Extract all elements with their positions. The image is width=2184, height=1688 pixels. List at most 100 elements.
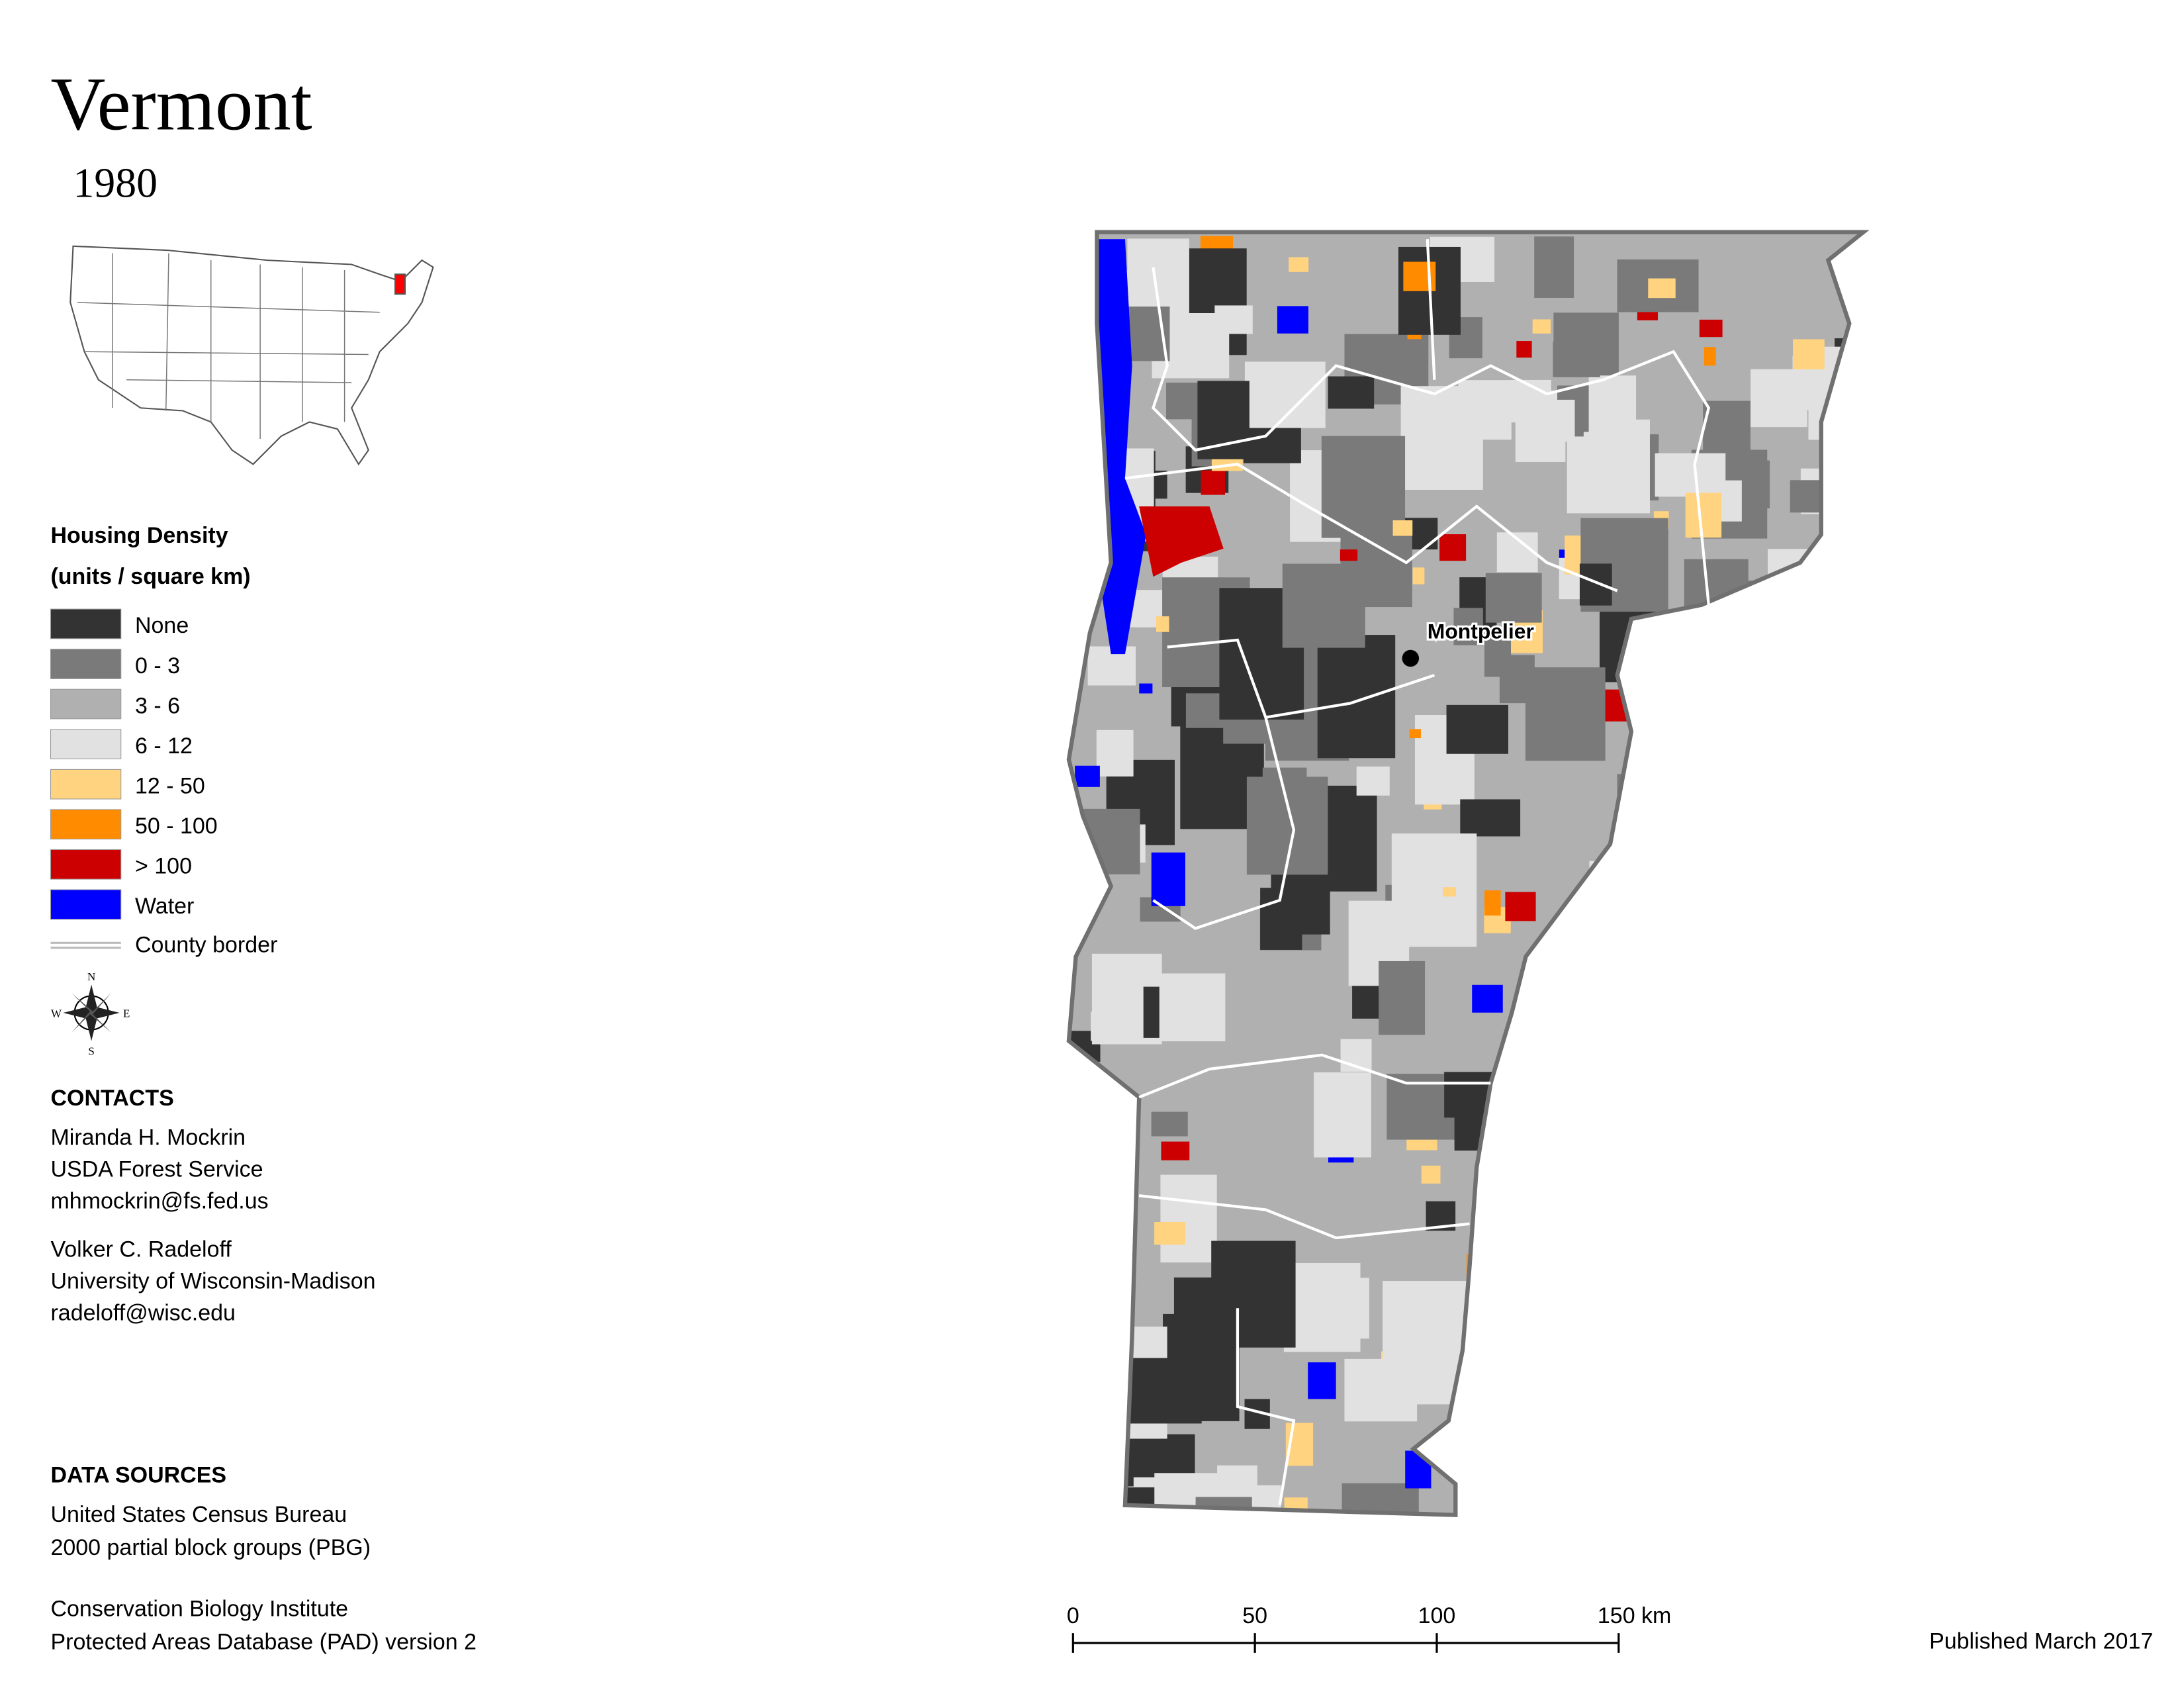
land-patch [1458, 380, 1512, 440]
contact-line: mhmockrin@fs.fed.us [50, 1188, 268, 1213]
land-patch [1289, 257, 1309, 272]
footer: Published March 2017 [1929, 1628, 2153, 1654]
scale-label: 0 [1067, 1603, 1079, 1628]
land-patch [1096, 729, 1134, 777]
land-patch [1485, 573, 1542, 623]
land-patch [1412, 567, 1425, 585]
contact-line: USDA Forest Service [50, 1157, 263, 1182]
scale-label: 150 km [1598, 1603, 1671, 1628]
legend-label: 50 - 100 [135, 814, 218, 839]
source-line: 2000 partial block groups (PBG) [50, 1535, 371, 1560]
source-line: Conservation Biology Institute [50, 1597, 348, 1622]
land-patch [1703, 400, 1751, 451]
land-patch [1588, 375, 1637, 438]
land-patch [1421, 1165, 1441, 1184]
land-patch [1342, 1483, 1419, 1515]
land-patch [1472, 984, 1503, 1013]
land-patch [1151, 1111, 1188, 1137]
urban [1139, 506, 1224, 577]
land-patch [1525, 667, 1606, 761]
legend-label: Water [135, 894, 194, 919]
city-marker [1402, 649, 1420, 667]
land-patch [1277, 306, 1308, 334]
land-patch [1211, 1241, 1296, 1348]
city-label: Montpelier [1428, 620, 1534, 643]
contact-line: University of Wisconsin-Madison [50, 1268, 375, 1293]
land-patch [1161, 1141, 1190, 1160]
legend-swatch [50, 849, 122, 880]
legend-swatch [50, 809, 122, 840]
contact-line: radeloff@wisc.edu [50, 1300, 235, 1325]
legend-label: > 100 [135, 854, 192, 879]
land-patch [1409, 729, 1421, 739]
land-patch [1525, 399, 1575, 442]
legend-swatch [50, 649, 122, 679]
land-patch [1201, 470, 1226, 495]
source-line: United States Census Bureau [50, 1502, 347, 1527]
land-patch [1154, 1222, 1185, 1245]
scale-label: 100 [1418, 1603, 1456, 1628]
state-outline [1066, 230, 1870, 1517]
land-patch [1446, 704, 1508, 754]
land-patch [1075, 765, 1100, 787]
legend-label: County border [135, 933, 277, 958]
land-patch [1317, 635, 1396, 759]
compass-s: S [88, 1045, 94, 1058]
legend-swatch [50, 688, 122, 720]
land-patch [1699, 319, 1723, 338]
land-patch [1139, 683, 1153, 694]
land-patch [1091, 1011, 1125, 1041]
legend-label: 12 - 50 [135, 773, 205, 798]
land-patch [1579, 563, 1612, 606]
map-title: Vermont [50, 62, 312, 146]
land-patch [1648, 278, 1676, 299]
contacts-heading: CONTACTS [50, 1086, 173, 1111]
land-patch [1685, 492, 1722, 538]
land-patch [1379, 961, 1426, 1035]
land-patch [1553, 342, 1600, 377]
land-patch [1283, 1262, 1361, 1352]
contact-line: Miranda H. Mockrin [50, 1125, 246, 1150]
land-patch [1160, 1174, 1217, 1263]
land-patch [1392, 520, 1413, 536]
land-patch [1484, 635, 1512, 677]
land-patch [1793, 339, 1825, 369]
land-patch [1156, 616, 1169, 632]
sources-heading: DATA SOURCES [50, 1463, 226, 1488]
legend-swatch [50, 608, 122, 639]
contact-line: Volker C. Radeloff [50, 1237, 232, 1262]
source-line: Protected Areas Database (PAD) version 2 [50, 1630, 476, 1655]
land-patch [1282, 563, 1365, 648]
scale-bar: 0 50 100 150 km [1067, 1603, 1671, 1653]
contacts: Miranda H. Mockrin USDA Forest Service mhm… [50, 1125, 375, 1326]
legend-label: 3 - 6 [135, 693, 180, 718]
land-patch [1159, 973, 1226, 1042]
land-patch [1460, 799, 1521, 837]
land-patch [1439, 534, 1467, 561]
land-patch [1151, 852, 1185, 906]
land-patch [1532, 319, 1551, 334]
county-borders [1124, 239, 1711, 1506]
land-patch [1243, 428, 1301, 463]
compass-n: N [87, 970, 95, 983]
compass-w: W [51, 1007, 62, 1019]
land-patch [1314, 1072, 1371, 1158]
scale-label: 50 [1242, 1603, 1267, 1628]
legend-title: Housing Density [50, 523, 228, 548]
land-patch [1453, 608, 1483, 645]
land-patch [1534, 236, 1574, 298]
land-patch [1484, 890, 1501, 916]
map-subtitle: 1980 [73, 159, 157, 206]
land-patch [1704, 347, 1716, 366]
legend-label: 0 - 3 [135, 653, 180, 679]
legend-swatch [50, 769, 122, 800]
land-patch [1356, 766, 1390, 796]
compass-e: E [123, 1007, 130, 1019]
land-patch [1197, 381, 1250, 459]
data-sources: United States Census Bureau 2000 partial … [50, 1502, 476, 1654]
legend-label: None [135, 613, 189, 638]
legend-label: 6 - 12 [135, 733, 193, 759]
land-patch [1308, 1362, 1336, 1399]
